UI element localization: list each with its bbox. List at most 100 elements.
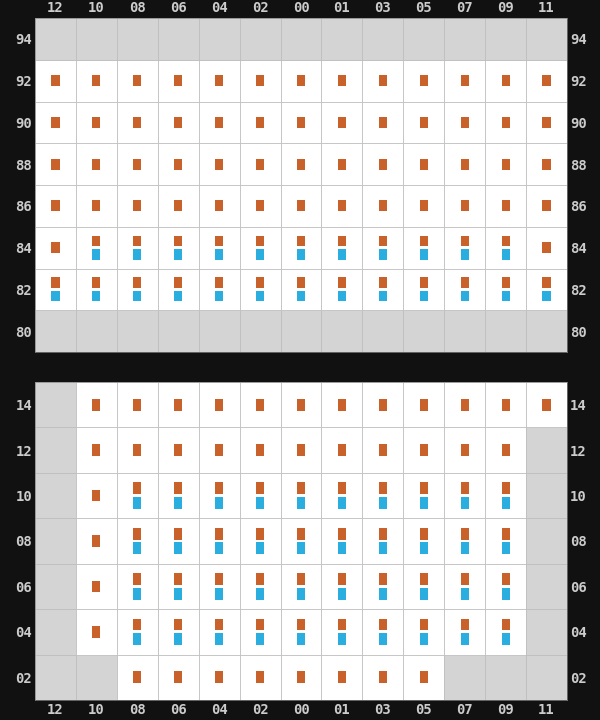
- Bar: [485, 60, 526, 102]
- Bar: [117, 269, 158, 310]
- Bar: [133, 75, 142, 86]
- Bar: [542, 200, 551, 211]
- Bar: [362, 609, 403, 654]
- Bar: [485, 428, 526, 473]
- Bar: [239, 227, 281, 269]
- Bar: [215, 588, 223, 600]
- Bar: [403, 227, 444, 269]
- Bar: [461, 158, 469, 169]
- Bar: [485, 473, 526, 518]
- Bar: [419, 75, 428, 86]
- Bar: [444, 382, 485, 428]
- Bar: [379, 573, 387, 585]
- Bar: [526, 185, 567, 227]
- Bar: [239, 473, 281, 518]
- Bar: [461, 291, 469, 302]
- Bar: [526, 473, 567, 518]
- Bar: [338, 528, 346, 539]
- Bar: [362, 564, 403, 609]
- Bar: [526, 609, 567, 654]
- Bar: [239, 102, 281, 143]
- Bar: [419, 200, 428, 211]
- Bar: [256, 618, 264, 631]
- Bar: [403, 269, 444, 310]
- Bar: [215, 618, 223, 631]
- Bar: [35, 382, 76, 428]
- Bar: [174, 200, 182, 211]
- Bar: [133, 117, 142, 128]
- Bar: [542, 399, 551, 410]
- Bar: [444, 60, 485, 102]
- Bar: [133, 573, 142, 585]
- Bar: [461, 497, 469, 509]
- Bar: [338, 573, 346, 585]
- Bar: [461, 235, 469, 246]
- Bar: [174, 158, 182, 169]
- Bar: [322, 428, 362, 473]
- Bar: [379, 618, 387, 631]
- Bar: [502, 75, 510, 86]
- Bar: [362, 143, 403, 185]
- Bar: [281, 143, 322, 185]
- Bar: [117, 654, 158, 700]
- Bar: [419, 235, 428, 246]
- Bar: [256, 235, 264, 246]
- Bar: [526, 518, 567, 564]
- Bar: [92, 399, 100, 410]
- Bar: [158, 18, 199, 60]
- Bar: [419, 497, 428, 509]
- Bar: [526, 382, 567, 428]
- Bar: [338, 277, 346, 288]
- Bar: [199, 654, 239, 700]
- Bar: [174, 291, 182, 302]
- Bar: [526, 310, 567, 352]
- Bar: [256, 117, 264, 128]
- Bar: [215, 75, 223, 86]
- Bar: [379, 444, 387, 456]
- Bar: [35, 269, 76, 310]
- Bar: [215, 497, 223, 509]
- Bar: [297, 291, 305, 302]
- Bar: [199, 60, 239, 102]
- Bar: [338, 444, 346, 456]
- Bar: [117, 60, 158, 102]
- Bar: [256, 542, 264, 554]
- Bar: [92, 277, 100, 288]
- Bar: [117, 143, 158, 185]
- Bar: [362, 428, 403, 473]
- Bar: [92, 535, 100, 547]
- Bar: [215, 542, 223, 554]
- Bar: [502, 588, 510, 600]
- Bar: [281, 185, 322, 227]
- Bar: [199, 428, 239, 473]
- Bar: [117, 310, 158, 352]
- Bar: [215, 633, 223, 645]
- Bar: [92, 75, 100, 86]
- Bar: [174, 528, 182, 539]
- Bar: [92, 200, 100, 211]
- Bar: [281, 227, 322, 269]
- Bar: [461, 482, 469, 494]
- Bar: [502, 249, 510, 260]
- Bar: [379, 277, 387, 288]
- Bar: [297, 588, 305, 600]
- Bar: [526, 564, 567, 609]
- Bar: [158, 143, 199, 185]
- Bar: [485, 143, 526, 185]
- Bar: [419, 482, 428, 494]
- Bar: [281, 18, 322, 60]
- Bar: [256, 200, 264, 211]
- Bar: [199, 227, 239, 269]
- Bar: [117, 564, 158, 609]
- Bar: [297, 235, 305, 246]
- Bar: [444, 310, 485, 352]
- Bar: [322, 382, 362, 428]
- Bar: [35, 473, 76, 518]
- Bar: [256, 528, 264, 539]
- Bar: [461, 528, 469, 539]
- Bar: [297, 75, 305, 86]
- Bar: [174, 444, 182, 456]
- Bar: [133, 200, 142, 211]
- Bar: [174, 573, 182, 585]
- Bar: [461, 117, 469, 128]
